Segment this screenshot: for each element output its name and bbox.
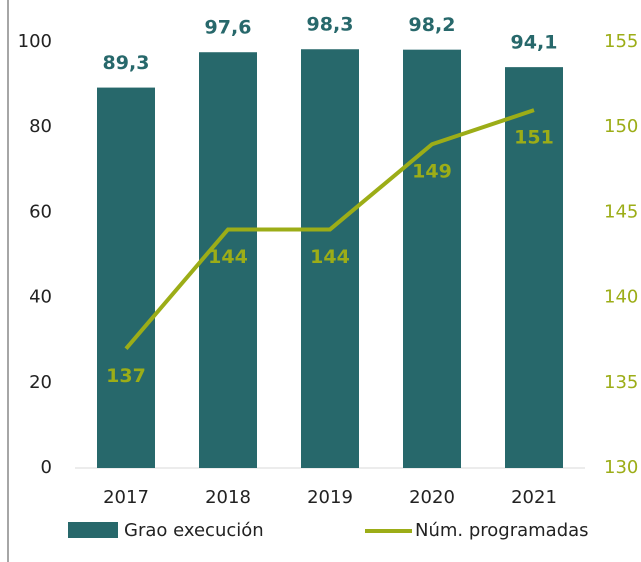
line-label: 137 xyxy=(106,365,146,387)
bar-label: 89,3 xyxy=(103,52,150,74)
x-tick-label: 2020 xyxy=(409,487,455,508)
y-tick-label: 60 xyxy=(29,201,52,222)
y-tick-label: 0 xyxy=(41,457,52,478)
y-tick-label: 100 xyxy=(18,31,52,52)
line-label: 149 xyxy=(412,161,452,183)
line-label: 151 xyxy=(514,127,554,149)
bar xyxy=(505,67,563,468)
bar-label: 97,6 xyxy=(205,17,252,39)
legend-label: Grao execución xyxy=(124,520,264,541)
y2-tick-label: 140 xyxy=(604,287,638,308)
bar xyxy=(301,49,359,468)
y2-tick-label: 130 xyxy=(604,457,638,478)
y2-tick-label: 135 xyxy=(604,372,638,393)
bar xyxy=(97,87,155,468)
x-tick-label: 2018 xyxy=(205,487,251,508)
x-tick-label: 2019 xyxy=(307,487,353,508)
y-tick-label: 40 xyxy=(29,287,52,308)
y-tick-label: 80 xyxy=(29,116,52,137)
x-tick-label: 2021 xyxy=(511,487,557,508)
legend-swatch xyxy=(68,522,118,538)
line xyxy=(124,108,535,351)
line-label: 144 xyxy=(310,246,350,268)
bar-label: 98,3 xyxy=(307,14,354,36)
line-label: 144 xyxy=(208,246,248,268)
bar-label: 94,1 xyxy=(511,32,558,54)
bar xyxy=(199,52,257,468)
x-tick-label: 2017 xyxy=(103,487,149,508)
bar-label: 98,2 xyxy=(409,14,456,36)
y-tick-label: 20 xyxy=(29,372,52,393)
legend-label: Núm. programadas xyxy=(415,520,589,541)
y2-tick-label: 150 xyxy=(604,116,638,137)
y2-tick-label: 155 xyxy=(604,31,638,52)
y2-tick-label: 145 xyxy=(604,201,638,222)
bar xyxy=(403,49,461,468)
